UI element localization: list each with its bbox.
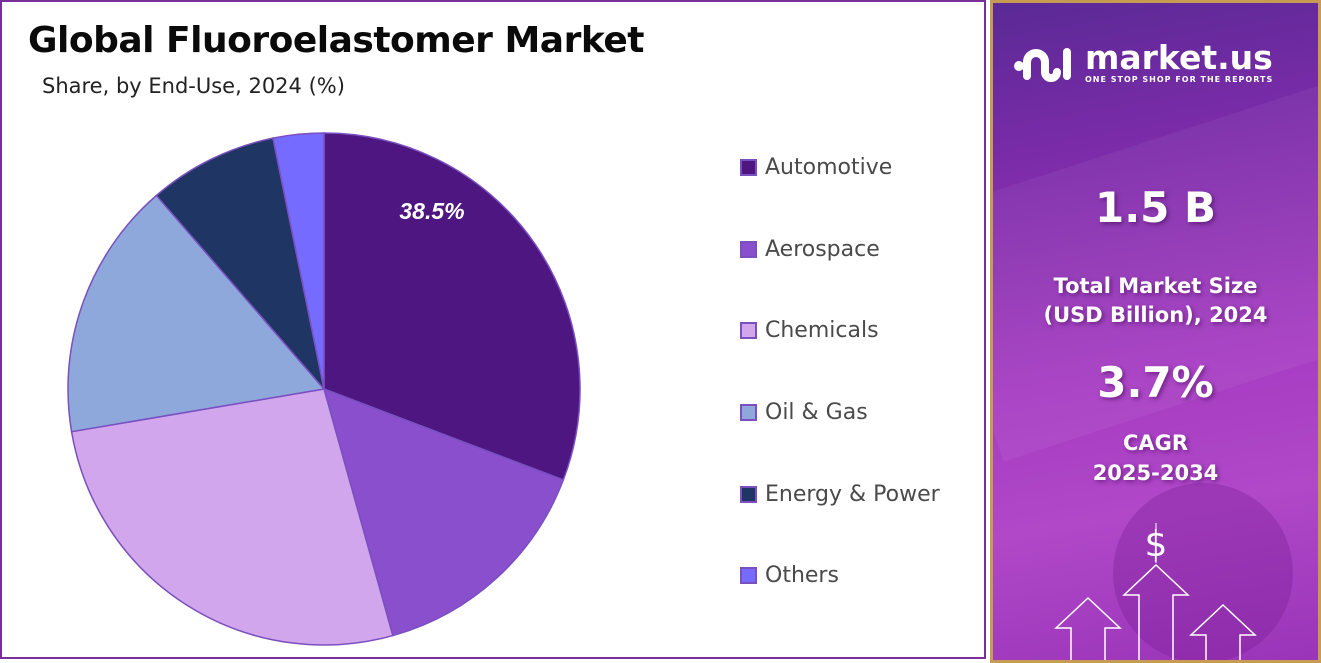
cagr-label: CAGR <box>1122 431 1189 455</box>
legend-item-oil-gas: Oil & Gas <box>740 400 868 425</box>
legend-label: Energy & Power <box>765 482 940 507</box>
pie-slice-oil-gas <box>67 194 326 433</box>
market-size-label-line2: (USD Billion), 2024 <box>1043 303 1268 327</box>
chart-subtitle: Share, by End-Use, 2024 (%) <box>42 74 345 98</box>
pie-slices <box>67 132 581 646</box>
legend-item-aerospace: Aerospace <box>740 237 880 262</box>
legend-swatch <box>740 159 757 176</box>
legend-swatch <box>740 241 757 258</box>
legend-item-chemicals: Chemicals <box>740 318 879 343</box>
chart-title: Global Fluoroelastomer Market <box>28 20 644 61</box>
chart-panel: Global Fluoroelastomer Market Share, by … <box>0 0 986 659</box>
pie-slice-automotive <box>323 132 581 481</box>
brand-tagline: ONE STOP SHOP FOR THE REPORTS <box>1085 75 1274 84</box>
legend-swatch <box>740 486 757 503</box>
legend-item-automotive: Automotive <box>740 155 892 180</box>
legend-item-energy-power: Energy & Power <box>740 482 940 507</box>
pie-slice-chemicals <box>70 388 394 646</box>
legend-swatch <box>740 322 757 339</box>
summary-panel: market.us ONE STOP SHOP FOR THE REPORTS … <box>990 0 1321 663</box>
brand-logo: market.us ONE STOP SHOP FOR THE REPORTS <box>1013 41 1273 84</box>
legend-swatch <box>740 404 757 421</box>
market-size-value: 1.5 B <box>1094 183 1217 232</box>
slice-label-automotive: 38.5% <box>399 198 464 224</box>
pie-slice-aerospace <box>322 387 565 637</box>
brand-name: market.us <box>1085 38 1273 77</box>
cagr-value: 3.7% <box>1097 358 1214 407</box>
background-coffee-cup <box>1113 483 1293 660</box>
legend-label: Others <box>765 563 839 588</box>
cagr-period: 2025-2034 <box>1092 461 1219 485</box>
legend-label: Chemicals <box>765 318 879 343</box>
pie-slice-energy-power <box>155 137 326 392</box>
legend-item-others: Others <box>740 563 839 588</box>
pie-slice-others <box>272 132 325 390</box>
legend-label: Aerospace <box>765 237 880 262</box>
growth-arrows-icon: $ <box>1054 523 1257 660</box>
market-us-logo-icon <box>1014 47 1071 82</box>
legend-label: Automotive <box>765 155 893 180</box>
pie-chart: 38.5% <box>67 132 581 646</box>
legend-label: Oil & Gas <box>765 400 868 425</box>
legend-swatch <box>740 567 757 584</box>
market-size-label-line1: Total Market Size <box>1053 274 1258 298</box>
